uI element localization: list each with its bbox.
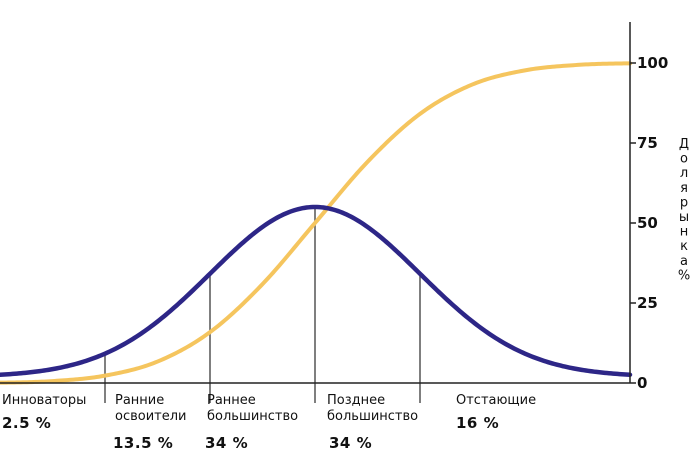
y-tick-label: 100 bbox=[637, 54, 668, 72]
y-tick-label: 0 bbox=[637, 374, 647, 392]
y-axis-label-char: я bbox=[680, 181, 688, 196]
y-axis-label-char: л bbox=[680, 166, 688, 181]
y-axis-label-char: Д bbox=[679, 137, 689, 152]
y-axis-label-char: н bbox=[680, 225, 689, 240]
adoption-bell-curve bbox=[0, 204, 633, 377]
y-tick-label: 75 bbox=[637, 134, 658, 152]
segment-label-late-majority: Позднее большинство bbox=[327, 393, 419, 424]
y-axis-label-char: о bbox=[680, 152, 688, 167]
segment-percent-innovators: 2.5 % bbox=[2, 414, 52, 432]
y-axis-ticks: 0 25 50 75 100 bbox=[630, 54, 668, 392]
y-axis-label-char: ы bbox=[679, 210, 689, 225]
segment-percent-late-majority: 34 % bbox=[329, 434, 373, 452]
segment-percent-laggards: 16 % bbox=[456, 414, 500, 432]
segment-label-laggards: Отстающие bbox=[456, 393, 537, 408]
y-tick-label: 50 bbox=[637, 214, 658, 232]
segment-percent-early-majority: 34 % bbox=[205, 434, 249, 452]
segment-label-early-majority: Раннее большинство bbox=[207, 393, 299, 424]
y-axis-label-char: к bbox=[680, 239, 688, 254]
segment-label-innovators: Инноваторы bbox=[2, 393, 87, 408]
y-tick-label: 25 bbox=[637, 294, 658, 312]
cumulative-market-share-line bbox=[0, 61, 632, 385]
y-axis-label-char: р bbox=[680, 195, 688, 210]
y-axis-label-char: % bbox=[678, 268, 690, 283]
y-axis-label-char: а bbox=[680, 254, 688, 269]
segment-percent-early-adopters: 13.5 % bbox=[113, 434, 174, 452]
segment-dividers bbox=[104, 207, 421, 403]
segment-label-early-adopters: Ранние освоители bbox=[115, 393, 187, 424]
